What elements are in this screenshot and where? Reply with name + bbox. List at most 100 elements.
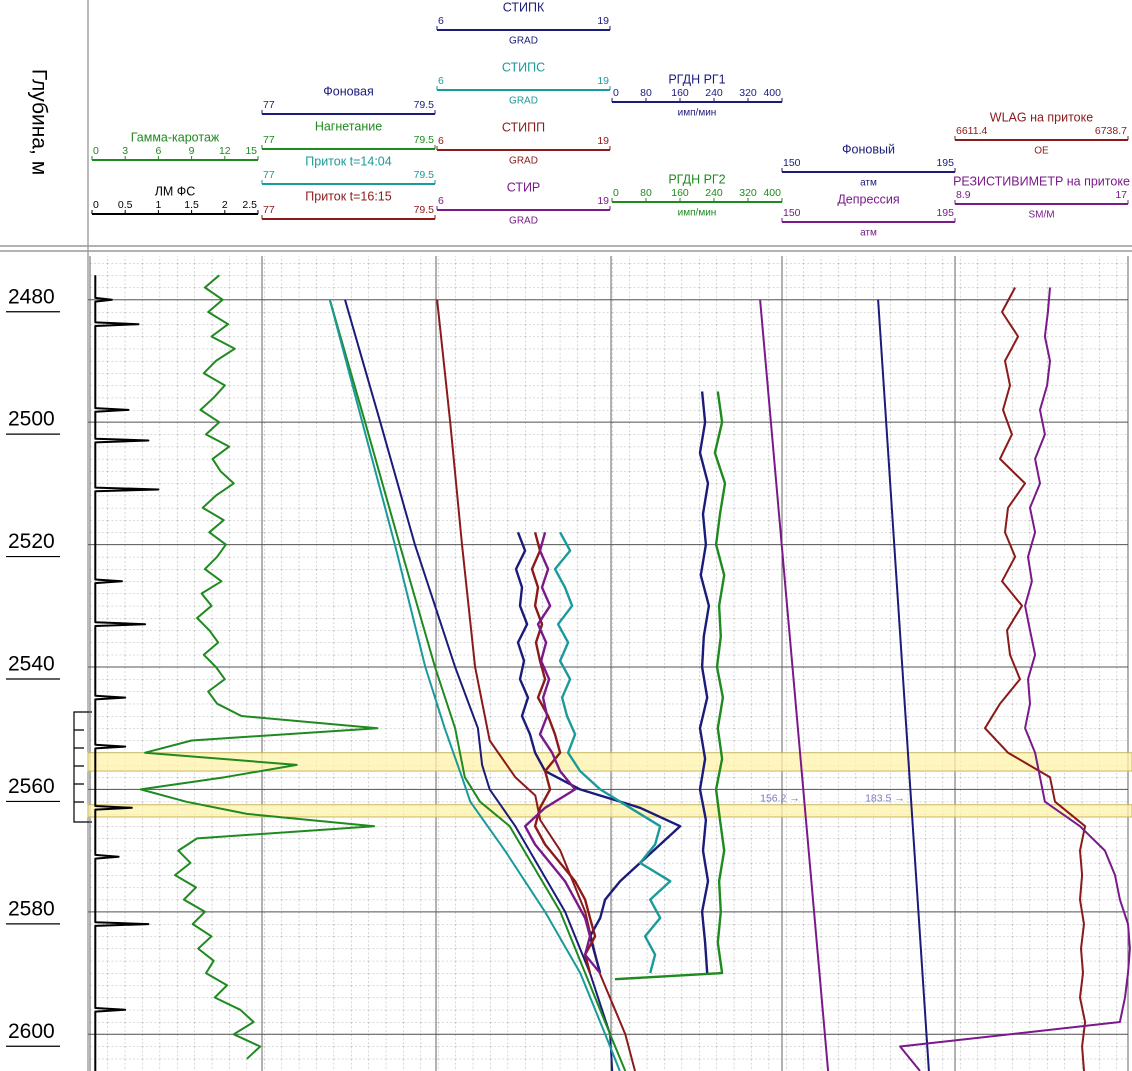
depth-axis-label: Глубина, м xyxy=(27,69,50,175)
curve-name: СТИР xyxy=(507,180,541,194)
depth-tick-label: 2580 xyxy=(8,897,55,920)
scale-tick-label: 2 xyxy=(222,199,228,211)
scale-tick-label: 195 xyxy=(936,207,954,219)
log-curve xyxy=(614,391,727,981)
scale-tick-label: 240 xyxy=(705,187,723,199)
scale-tick-label: 150 xyxy=(783,157,801,169)
scale-tick-label: 19 xyxy=(597,15,609,27)
perforation-interval xyxy=(87,804,1132,818)
log-curve xyxy=(328,299,621,1071)
scale-tick-label: 79.5 xyxy=(414,99,435,111)
scale-tick-label: 0 xyxy=(613,87,619,99)
scale-tick-label: 6 xyxy=(438,135,444,147)
curve-unit: атм xyxy=(860,178,877,189)
scale-tick-label: 1.5 xyxy=(184,199,199,211)
scale-tick-label: 6 xyxy=(155,145,161,157)
depth-tick-label: 2560 xyxy=(8,775,55,798)
curve-name: Гамма-каротаж xyxy=(131,130,220,144)
scale-tick-label: 80 xyxy=(640,87,652,99)
curve-name: WLAG на притоке xyxy=(990,110,1093,124)
curve-unit: SM/M xyxy=(1028,210,1054,221)
scale-tick-label: 6738.7 xyxy=(1095,125,1127,137)
scale-tick-label: 195 xyxy=(936,157,954,169)
curve-unit: GRAD xyxy=(509,216,538,227)
curve-name: Приток t=14:04 xyxy=(305,154,391,168)
curve-name: РГДН РГ2 xyxy=(668,172,725,186)
scale-tick-label: 0 xyxy=(93,199,99,211)
curve-unit: имп/мин xyxy=(678,208,717,219)
scale-tick-label: 77 xyxy=(263,134,275,146)
scale-tick-label: 320 xyxy=(739,87,757,99)
log-curve xyxy=(984,287,1087,1071)
log-curve xyxy=(530,531,597,974)
scale-tick-label: 6 xyxy=(438,195,444,207)
scale-tick-label: 320 xyxy=(739,187,757,199)
scale-tick-label: 19 xyxy=(597,195,609,207)
scale-tick-label: 12 xyxy=(219,145,231,157)
log-curve xyxy=(759,299,830,1071)
depth-tick-label: 2500 xyxy=(8,408,55,431)
scale-tick-label: 400 xyxy=(763,187,781,199)
log-curve xyxy=(94,275,160,1071)
interval-bracket xyxy=(73,711,92,823)
log-curve xyxy=(899,287,1131,1071)
grid: 2480 2500 2520 2540 2560 2580 2600 xyxy=(6,256,1129,1071)
curve-unit: имп/мин xyxy=(678,108,717,119)
curve-name: Депрессия xyxy=(837,192,899,206)
scale-tick-label: 79.5 xyxy=(414,169,435,181)
curve-unit: OE xyxy=(1034,146,1049,157)
scale-tick-label: 160 xyxy=(671,187,689,199)
scale-tick-label: 77 xyxy=(263,204,275,216)
scale-tick-label: 2.5 xyxy=(242,199,257,211)
scale-tick-label: 17 xyxy=(1115,189,1127,201)
scale-tick-label: 0 xyxy=(93,145,99,157)
header: Гамма-каротаж 0 3 6 9 12 15 ЛМ ФС 0 0.5 1 1.5 2 2.5 Фо… xyxy=(91,0,1130,239)
curves: 183.5 → 156.2 → xyxy=(94,274,1131,1071)
curve-unit: GRAD xyxy=(509,156,538,167)
curve-name: Нагнетание xyxy=(315,119,382,133)
log-curve xyxy=(523,531,602,974)
scale-tick-label: 160 xyxy=(671,87,689,99)
minor-grid xyxy=(90,256,1128,1071)
curve-annotation: 156.2 → xyxy=(760,792,800,804)
scale-tick-label: 3 xyxy=(122,145,128,157)
curve-unit: атм xyxy=(860,228,877,239)
log-curve xyxy=(139,274,379,1060)
curve-name: ЛМ ФС xyxy=(155,184,196,198)
scale-tick-label: 0.5 xyxy=(118,199,133,211)
scale-tick-label: 240 xyxy=(705,87,723,99)
scale-tick-label: 19 xyxy=(597,75,609,87)
depth-tick-label: 2540 xyxy=(8,653,55,676)
log-curve xyxy=(698,391,711,974)
curve-unit: GRAD xyxy=(509,96,538,107)
depth-tick-label: 2600 xyxy=(8,1020,55,1043)
curve-unit: GRAD xyxy=(509,36,538,47)
scale-tick-label: 19 xyxy=(597,135,609,147)
scale-tick-label: 8.9 xyxy=(956,189,971,201)
log-curve xyxy=(553,531,672,974)
scale-tick-label: 6 xyxy=(438,15,444,27)
scale-tick-label: 77 xyxy=(263,99,275,111)
scale-tick-label: 80 xyxy=(640,187,652,199)
scale-tick-label: 15 xyxy=(245,145,257,157)
curve-annotation: 183.5 → xyxy=(865,792,905,804)
depth-tick-label: 2480 xyxy=(8,285,55,308)
perforation-interval xyxy=(87,752,1132,772)
scale-tick-label: 77 xyxy=(263,169,275,181)
scale-tick-label: 150 xyxy=(783,207,801,219)
log-curve xyxy=(877,299,930,1071)
curve-name: Приток t=16:15 xyxy=(305,189,391,203)
depth-tick-label: 2520 xyxy=(8,530,55,553)
scale-tick-label: 1 xyxy=(155,199,161,211)
curve-name: СТИПС xyxy=(502,60,545,74)
scale-tick-label: 6611.4 xyxy=(956,125,987,137)
scale-tick-label: 9 xyxy=(189,145,195,157)
curve-name: СТИПК xyxy=(503,0,545,14)
curve-name: Фоновый xyxy=(842,142,895,156)
scale-tick-label: 6 xyxy=(438,75,444,87)
scale-tick-label: 400 xyxy=(763,87,781,99)
scale-tick-label: 79.5 xyxy=(414,134,435,146)
